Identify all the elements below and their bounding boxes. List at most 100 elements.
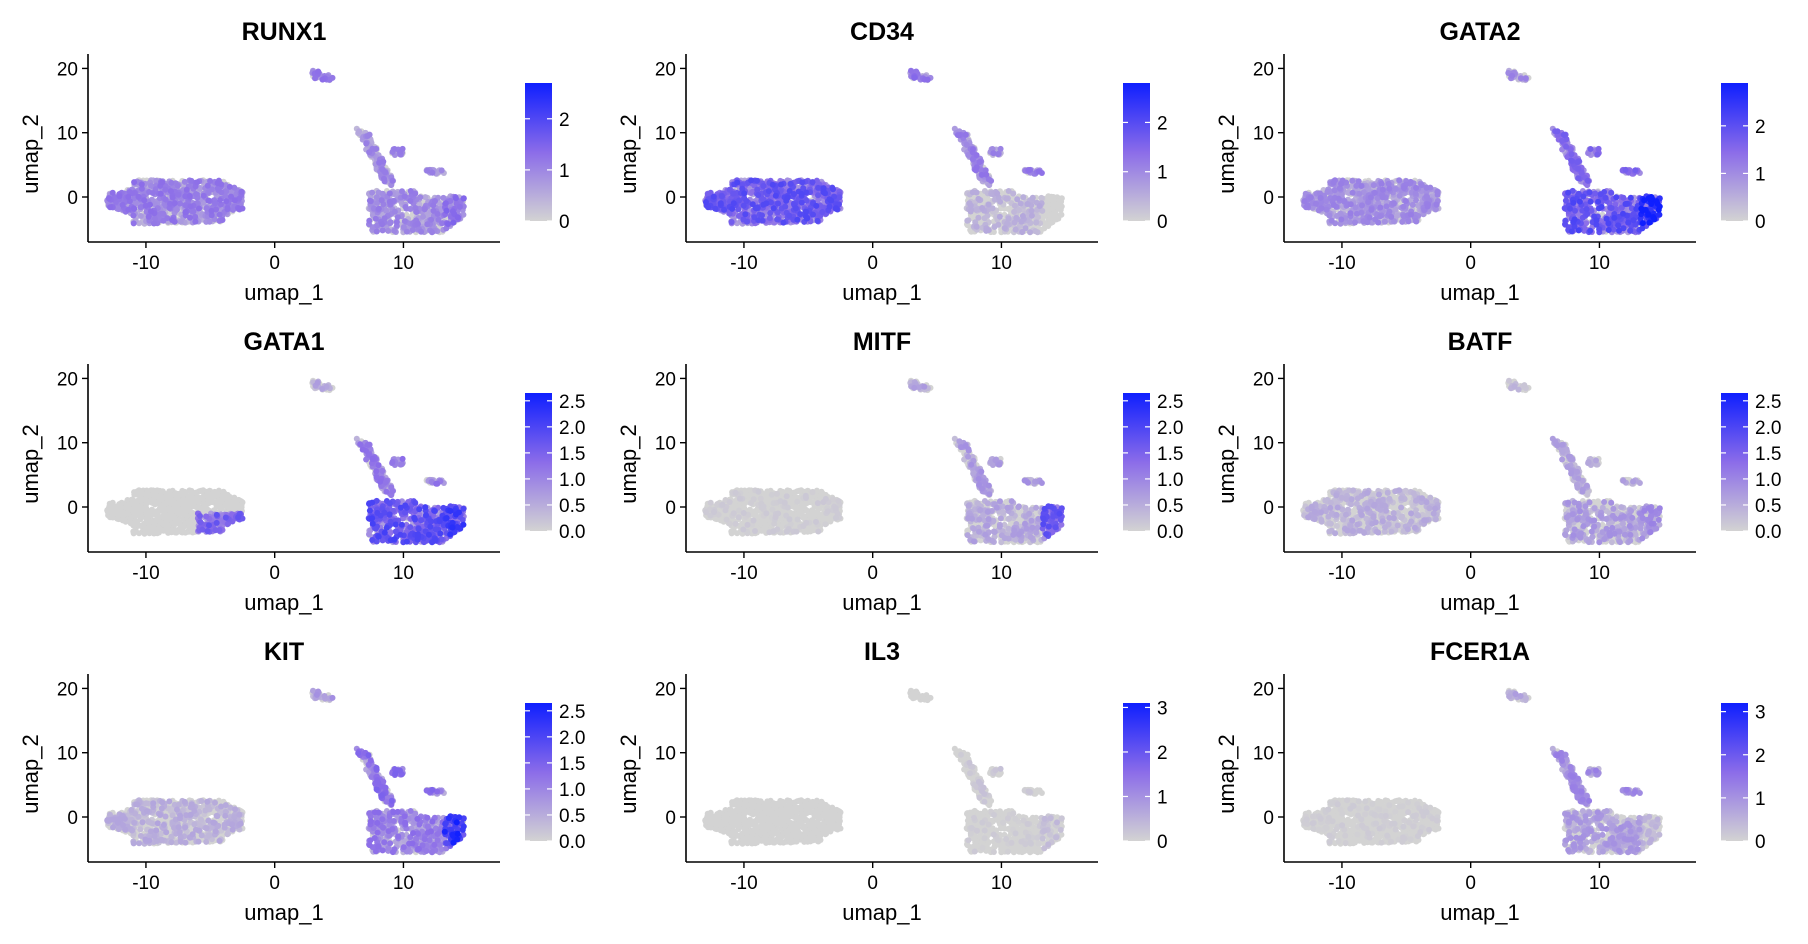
cell-point (387, 219, 394, 226)
cell-point (832, 205, 839, 212)
cell-point (1434, 191, 1441, 198)
y-tick-label: 0 (67, 188, 78, 209)
cell-point (1036, 168, 1042, 175)
cell-point (1396, 177, 1403, 184)
cell-point (171, 200, 178, 207)
cell-point (1597, 191, 1604, 198)
cell-point (385, 227, 392, 234)
cell-point (1375, 219, 1382, 226)
cell-point (183, 186, 190, 193)
cell-point (1379, 194, 1386, 201)
cell-point (1330, 179, 1337, 186)
cell-point (710, 193, 717, 200)
cell-point (1408, 211, 1414, 218)
cell-point (1038, 194, 1045, 201)
cell-point (430, 207, 437, 214)
y-tick-label: 0 (665, 188, 676, 209)
cell-point (399, 188, 405, 195)
cell-point (1613, 194, 1620, 201)
point-layer (104, 67, 467, 236)
cell-point (719, 193, 725, 200)
cell-point (456, 203, 463, 210)
cell-point (975, 195, 982, 202)
cell-point (1633, 205, 1640, 212)
cell-point (1011, 208, 1018, 215)
cell-point (413, 209, 420, 215)
cell-point (125, 193, 132, 200)
cell-point (1028, 207, 1035, 214)
cell-point (1648, 201, 1655, 207)
cell-point (828, 197, 835, 204)
cell-point (391, 146, 398, 152)
cell-point (1331, 187, 1338, 194)
cell-point (962, 131, 969, 138)
cell-point (1592, 190, 1599, 197)
cell-point (763, 200, 770, 207)
cell-point (1359, 202, 1365, 209)
cell-point (1630, 217, 1637, 224)
cell-point (1317, 194, 1324, 201)
cell-point (703, 199, 709, 206)
cell-point (429, 229, 435, 236)
cell-point (373, 145, 380, 152)
cell-point (135, 193, 142, 200)
cell-point (775, 200, 782, 207)
cell-point (381, 175, 387, 182)
cell-point (967, 208, 974, 215)
cell-point (814, 217, 821, 224)
cell-point (1341, 198, 1348, 204)
cell-point (1575, 175, 1582, 182)
cell-point (150, 190, 156, 196)
cell-point (137, 213, 144, 219)
cell-point (364, 133, 371, 139)
cell-point (391, 208, 398, 215)
cell-point (734, 179, 741, 186)
cell-point (729, 205, 736, 212)
cell-point (399, 145, 406, 152)
cell-point (766, 215, 773, 222)
cell-point (424, 167, 431, 174)
cell-point (219, 217, 226, 223)
cell-point (990, 150, 997, 157)
cell-point (996, 213, 1003, 220)
cell-point (226, 183, 233, 190)
cell-point (994, 190, 1001, 197)
cell-point (798, 199, 805, 206)
cell-point (804, 215, 811, 222)
cell-point (1639, 220, 1646, 227)
cell-point (981, 215, 988, 222)
cell-point (1632, 167, 1639, 174)
cell-point (1338, 180, 1344, 187)
cell-point (1383, 203, 1390, 210)
cell-point (1568, 151, 1575, 158)
cell-point (428, 216, 435, 223)
cell-point (1044, 206, 1051, 213)
cell-point (1307, 194, 1314, 201)
cell-point (1413, 218, 1420, 225)
cell-point (1377, 204, 1384, 211)
cell-point (356, 128, 363, 135)
cell-point (985, 201, 992, 208)
cell-point (819, 209, 826, 215)
cell-point (969, 189, 976, 196)
cell-point (186, 192, 193, 199)
cell-point (378, 197, 385, 204)
cell-point (116, 193, 123, 200)
cell-point (728, 219, 735, 225)
cell-point (1027, 229, 1033, 236)
cell-point (1565, 189, 1572, 196)
cell-point (393, 218, 400, 225)
x-tick-label: 0 (867, 253, 878, 274)
cell-point (780, 219, 787, 226)
cell-point (908, 67, 914, 74)
cell-point (1005, 188, 1012, 194)
colorbar-tick-label: 2 (1157, 113, 1168, 134)
cell-point (1381, 218, 1388, 225)
cell-point (401, 218, 408, 225)
cell-point (911, 74, 918, 81)
cell-point (367, 198, 374, 205)
cell-point (175, 191, 182, 198)
cell-point (794, 216, 801, 223)
cell-point (1020, 194, 1027, 201)
